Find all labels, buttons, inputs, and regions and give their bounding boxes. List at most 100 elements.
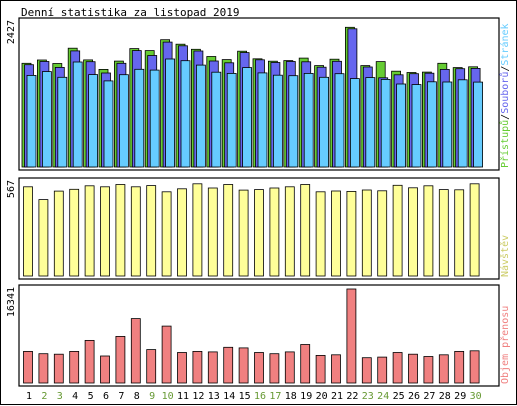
series-legend-part: Přístupů <box>499 120 511 168</box>
bar-pages-day-25 <box>396 83 407 168</box>
bar-visits-day-24 <box>377 190 388 277</box>
bar-kbytes-day-6 <box>100 355 110 384</box>
day-label: 24 <box>377 391 389 402</box>
day-label: 10 <box>162 391 174 402</box>
bar-visits-day-5 <box>84 185 95 277</box>
bar-kbytes-day-15 <box>238 347 249 384</box>
bar-kbytes-day-21 <box>331 354 341 384</box>
bar-pages-day-27 <box>426 81 437 168</box>
bar-kbytes-day-26 <box>408 353 418 384</box>
series-legend-part: / <box>500 114 511 120</box>
day-label: 6 <box>103 391 109 402</box>
bar-pages-day-29 <box>457 79 468 168</box>
day-label: 2 <box>41 391 47 402</box>
bar-pages-day-26 <box>411 84 422 168</box>
bar-kbytes-day-19 <box>300 344 311 384</box>
day-label: 16 <box>254 391 266 402</box>
day-label: 11 <box>177 391 189 402</box>
bar-visits-day-26 <box>408 187 418 277</box>
bar-visits-day-20 <box>315 191 326 277</box>
day-label: 28 <box>439 391 451 402</box>
day-label: 25 <box>393 391 405 402</box>
bar-kbytes-day-10 <box>161 325 172 384</box>
bar-pages-day-22 <box>349 78 360 168</box>
bar-pages-day-15 <box>242 67 253 168</box>
bar-kbytes-day-8 <box>130 318 141 384</box>
bar-visits-day-10 <box>161 191 172 277</box>
bar-kbytes-day-2 <box>38 353 49 384</box>
bar-pages-day-19 <box>303 73 314 168</box>
bar-visits-day-13 <box>207 187 218 277</box>
bar-kbytes-day-1 <box>23 350 33 384</box>
bar-kbytes-day-22 <box>346 288 357 384</box>
day-label: 20 <box>316 391 328 402</box>
bar-kbytes-day-20 <box>315 354 326 384</box>
bar-pages-day-10 <box>165 58 176 168</box>
bar-pages-day-9 <box>149 69 160 168</box>
bar-kbytes-day-7 <box>115 335 126 384</box>
day-label: 30 <box>470 391 482 402</box>
day-label: 5 <box>88 391 94 402</box>
bar-visits-day-27 <box>423 185 434 277</box>
bar-kbytes-day-17 <box>269 353 280 384</box>
bar-kbytes-day-13 <box>207 351 218 384</box>
bar-visits-day-8 <box>130 186 141 277</box>
bar-visits-day-1 <box>23 186 33 277</box>
bar-visits-day-2 <box>38 199 49 277</box>
bar-kbytes-day-23 <box>361 357 372 384</box>
bar-visits-day-19 <box>300 184 311 277</box>
day-label: 4 <box>72 391 78 402</box>
bar-pages-day-2 <box>42 71 52 168</box>
day-label: 15 <box>239 391 251 402</box>
bar-kbytes-day-25 <box>392 352 403 384</box>
panel-bottom: 16341 Objem přenosu <box>6 284 511 387</box>
bar-visits-day-28 <box>438 189 449 277</box>
day-label: 9 <box>149 391 155 402</box>
y-max-label: 16341 <box>6 287 17 317</box>
bar-pages-day-17 <box>272 74 283 168</box>
day-label: 27 <box>423 391 435 402</box>
bar-kbytes-day-4 <box>69 350 80 384</box>
day-label: 7 <box>118 391 124 402</box>
bar-pages-day-20 <box>319 76 330 168</box>
bar-visits-day-6 <box>100 186 110 277</box>
chart-title: Denní statistika za listopad 2019 <box>21 6 240 19</box>
day-label: 19 <box>300 391 312 402</box>
day-label: 18 <box>285 391 297 402</box>
bar-pages-day-5 <box>88 74 98 168</box>
day-label: 21 <box>331 391 343 402</box>
bar-kbytes-day-30 <box>469 350 480 384</box>
bar-kbytes-day-12 <box>192 350 203 384</box>
bar-visits-day-29 <box>454 189 465 277</box>
day-label: 3 <box>57 391 63 402</box>
bar-pages-day-6 <box>103 80 114 168</box>
chart-panels: 2427Přístupů/Souborů/Stránek567Návštěv16… <box>6 17 511 387</box>
series-legend-part: Objem přenosu <box>499 306 511 384</box>
bar-kbytes-day-16 <box>254 352 264 384</box>
bar-pages-day-14 <box>226 73 237 168</box>
series-legend: Objem přenosu <box>499 306 511 384</box>
bar-visits-day-16 <box>254 189 264 277</box>
bar-pages-day-8 <box>134 68 145 168</box>
bar-kbytes-day-9 <box>146 349 157 384</box>
bar-visits-day-22 <box>346 190 357 277</box>
day-label: 13 <box>208 391 220 402</box>
bar-pages-day-1 <box>26 75 37 168</box>
bar-visits-day-21 <box>331 190 341 277</box>
bar-visits-day-18 <box>284 186 295 277</box>
bar-visits-day-11 <box>177 188 187 277</box>
day-label: 8 <box>134 391 140 402</box>
bar-kbytes-day-11 <box>177 352 187 384</box>
series-legend-part: / <box>500 66 511 72</box>
day-label: 26 <box>408 391 420 402</box>
bar-pages-day-7 <box>119 74 129 168</box>
series-legend-part: Souborů <box>499 72 511 114</box>
bar-pages-day-21 <box>334 73 345 168</box>
y-max-label: 567 <box>6 180 17 198</box>
bar-visits-day-14 <box>223 184 234 277</box>
series-legend: Přístupů/Souborů/Stránek <box>499 23 511 168</box>
day-label: 17 <box>269 391 281 402</box>
bar-visits-day-7 <box>115 184 126 277</box>
